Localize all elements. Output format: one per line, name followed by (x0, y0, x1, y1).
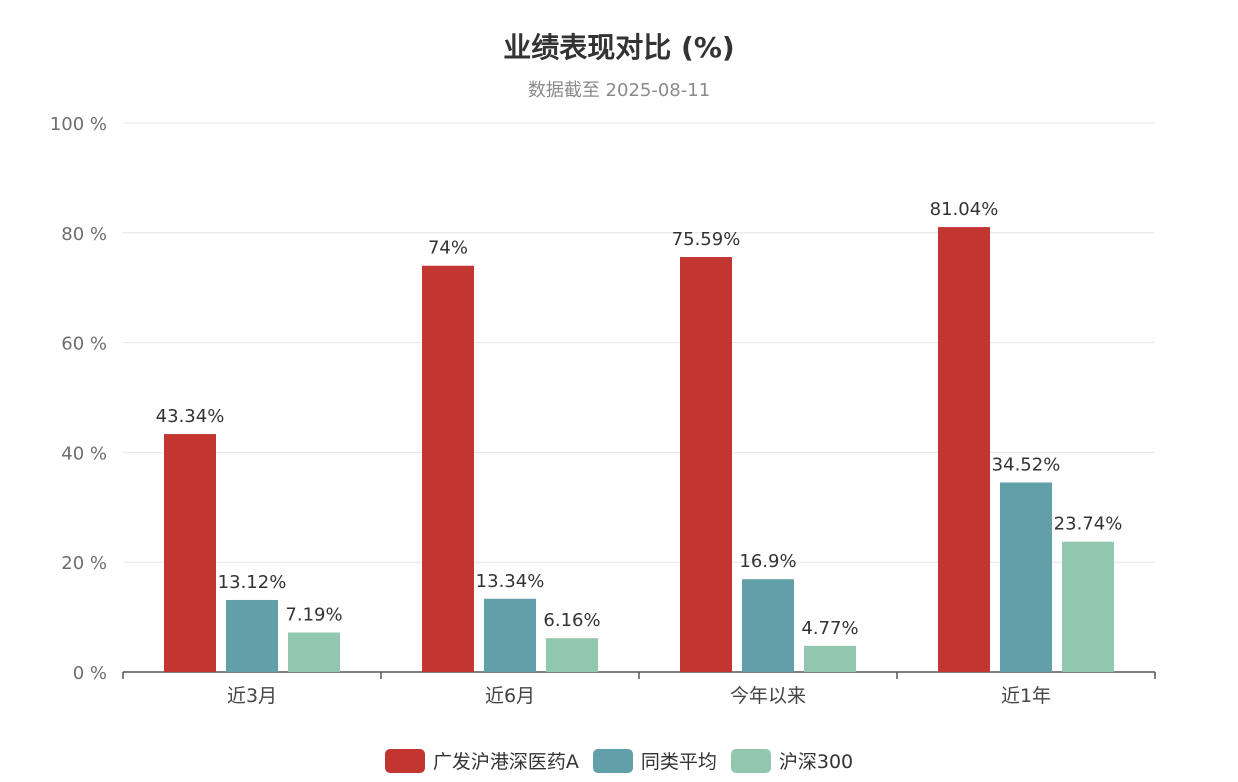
bar (1062, 541, 1114, 672)
legend-swatch (384, 748, 425, 773)
bar (1000, 482, 1052, 672)
bar-value-label: 34.52% (992, 454, 1061, 475)
bar-value-label: 13.12% (218, 572, 287, 593)
bar-value-label: 81.04% (930, 199, 999, 220)
bar (422, 265, 474, 672)
bar-value-label: 4.77% (801, 618, 858, 639)
bar (804, 645, 856, 672)
y-tick-label: 40 % (61, 443, 107, 464)
legend-label: 广发沪港深医药A (432, 751, 579, 773)
bar (546, 638, 598, 672)
chart-subtitle: 数据截至 2025-08-11 (527, 80, 711, 101)
bar (288, 632, 340, 672)
bar (680, 257, 732, 672)
legend-item[interactable]: 同类平均 (592, 747, 717, 774)
bar-value-label: 43.34% (156, 406, 225, 427)
y-tick-label: 100 % (50, 114, 107, 135)
legend-label: 沪深300 (778, 751, 854, 773)
y-tick-label: 60 % (61, 334, 107, 355)
bar (484, 598, 536, 672)
y-tick-label: 80 % (61, 224, 107, 245)
legend-item[interactable]: 广发沪港深医药A (384, 747, 579, 774)
legend-label: 同类平均 (640, 751, 717, 773)
bar (164, 434, 216, 672)
bar-value-label: 75.59% (672, 229, 741, 250)
legend-item[interactable]: 沪深300 (730, 747, 854, 774)
bar-value-label: 6.16% (543, 610, 600, 631)
legend-swatch (592, 748, 633, 773)
y-tick-label: 20 % (61, 553, 107, 574)
x-tick-label: 今年以来 (730, 685, 806, 707)
bar-value-label: 74% (428, 238, 468, 259)
chart-legend: 广发沪港深医药A 同类平均 沪深300 (0, 747, 1238, 774)
legend-swatch (730, 748, 771, 773)
bar-value-label: 23.74% (1054, 514, 1123, 535)
y-tick-label: 0 % (73, 663, 107, 684)
x-tick-label: 近6月 (485, 685, 535, 707)
bar (938, 227, 990, 672)
bar-value-label: 7.19% (285, 605, 342, 626)
chart-title: 业绩表现对比 (%) (503, 31, 735, 64)
bar (226, 599, 278, 672)
bar-value-label: 16.9% (739, 551, 796, 572)
bar (742, 579, 794, 672)
bar-value-label: 13.34% (476, 571, 545, 592)
x-tick-label: 近1年 (1001, 685, 1051, 707)
x-tick-label: 近3月 (227, 685, 277, 707)
